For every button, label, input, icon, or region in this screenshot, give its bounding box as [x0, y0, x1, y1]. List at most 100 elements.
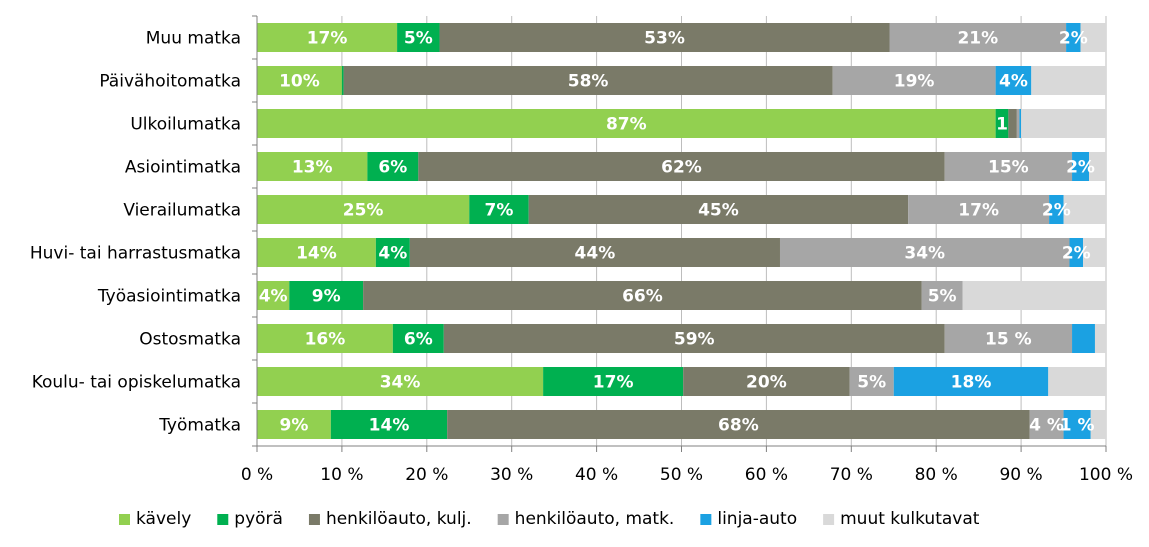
x-tick-label: 50 %	[660, 465, 703, 485]
bar-segment	[1029, 410, 1064, 439]
bar-segment	[683, 367, 850, 396]
data-label: 4%	[999, 72, 1028, 92]
x-tick-label: 40 %	[575, 465, 618, 485]
data-label: 17%	[958, 201, 999, 221]
bar-segment	[375, 238, 410, 267]
x-tick-labels: 0 % 10 % 20 % 30 % 40 % 50 % 60 % 70 % 80 % 90 % 1…	[241, 465, 1133, 485]
category-label: Koulu- tai opiskelumatka	[32, 373, 241, 393]
legend-label: muut kulkutavat	[840, 509, 980, 529]
data-label: 1	[996, 115, 1008, 135]
legend-label: kävely	[136, 509, 191, 529]
bar-segment	[1089, 152, 1106, 181]
data-label: 17%	[593, 373, 634, 393]
bar-segment	[849, 367, 894, 396]
bar-segment	[439, 23, 890, 52]
bar-segment	[1063, 195, 1106, 224]
bar-segment	[289, 281, 364, 310]
legend-swatch	[700, 514, 712, 525]
legend-label: linja-auto	[717, 509, 797, 529]
data-label: 62%	[661, 158, 702, 178]
category-label: Asiointimatka	[125, 158, 241, 178]
bar-segment	[363, 281, 922, 310]
bar-segment	[995, 109, 1009, 138]
data-label: 15 %	[985, 330, 1032, 350]
bar-segment	[1049, 195, 1064, 224]
bar-segment	[921, 281, 963, 310]
bar-segment	[1083, 238, 1106, 267]
bar-segment	[257, 109, 996, 138]
bar-segment	[908, 195, 1050, 224]
data-label: 21%	[957, 29, 998, 49]
data-labels: 17% 5% 53% 21% 2% 10% 58% 19% 4% 87% 1 13% 6% 62% 15% 2…	[259, 29, 1095, 436]
x-tick-label: 20 %	[405, 465, 448, 485]
data-label: 1 %	[1060, 416, 1095, 436]
data-label: 7%	[485, 201, 514, 221]
bar-segment	[543, 367, 684, 396]
bar-segment	[343, 66, 833, 95]
bar-segment	[341, 66, 344, 95]
bar-segment	[257, 367, 544, 396]
data-label: 87%	[606, 115, 647, 135]
bar-segment	[1072, 324, 1095, 353]
x-tick-label: 70 %	[830, 465, 873, 485]
bar-segment	[257, 195, 470, 224]
data-label: 9%	[312, 287, 341, 307]
data-label: 4%	[378, 244, 407, 264]
legend-label: henkilöauto, matk.	[515, 509, 675, 529]
data-label: 6%	[404, 330, 433, 350]
bar-segment	[1019, 109, 1022, 138]
legend-swatch	[497, 514, 509, 525]
x-tick-label: 0 %	[241, 465, 273, 485]
data-label: 13%	[292, 158, 333, 178]
x-tick-label: 30 %	[490, 465, 533, 485]
legend: kävely pyörä henkilöauto, kulj. henkilöauto…	[119, 509, 980, 529]
data-label: 16%	[305, 330, 346, 350]
bar-segment	[257, 238, 376, 267]
data-label: 2%	[1066, 158, 1095, 178]
data-label: 14%	[369, 416, 410, 436]
data-label: 4 %	[1029, 416, 1064, 436]
data-label: 14%	[296, 244, 337, 264]
category-label: Vierailumatka	[123, 201, 241, 221]
legend-swatch	[217, 514, 229, 525]
x-tick-label: 90 %	[999, 465, 1042, 485]
data-label: 4%	[259, 287, 288, 307]
data-label: 5%	[857, 373, 886, 393]
bar-segment	[528, 195, 909, 224]
bars	[257, 23, 1106, 439]
data-label: 68%	[718, 416, 759, 436]
axes	[252, 15, 1107, 452]
bar-segment	[397, 23, 440, 52]
legend-swatch	[823, 514, 835, 525]
bar-segment	[257, 281, 290, 310]
bar-segment	[779, 238, 1070, 267]
x-tick-label: 100 %	[1079, 465, 1133, 485]
data-label: 2%	[1062, 244, 1091, 264]
bar-segment	[257, 152, 368, 181]
legend-swatch	[308, 514, 320, 525]
data-label: 9%	[279, 416, 308, 436]
data-label: 6%	[378, 158, 407, 178]
bar-segment	[469, 195, 529, 224]
bar-segment	[1008, 109, 1017, 138]
data-label: 58%	[568, 72, 609, 92]
data-label: 5%	[928, 287, 957, 307]
bar-segment	[257, 410, 331, 439]
legend-label: henkilöauto, kulj.	[326, 509, 472, 529]
data-label: 59%	[674, 330, 715, 350]
data-label: 5%	[404, 29, 433, 49]
bar-segment	[962, 281, 1106, 310]
legend-label: pyörä	[234, 509, 283, 529]
bar-segment	[995, 66, 1032, 95]
data-label: 20%	[746, 373, 787, 393]
bar-segment	[893, 367, 1049, 396]
bar-segment	[367, 152, 419, 181]
data-label: 34%	[904, 244, 945, 264]
bar-segment	[1063, 410, 1091, 439]
category-labels: Muu matka Päivähoitomatka Ulkoilumatka Asio…	[30, 29, 241, 436]
data-label: 34%	[380, 373, 421, 393]
category-label: Muu matka	[146, 29, 241, 49]
data-label: 19%	[894, 72, 935, 92]
category-label: Ostosmatka	[139, 330, 241, 350]
